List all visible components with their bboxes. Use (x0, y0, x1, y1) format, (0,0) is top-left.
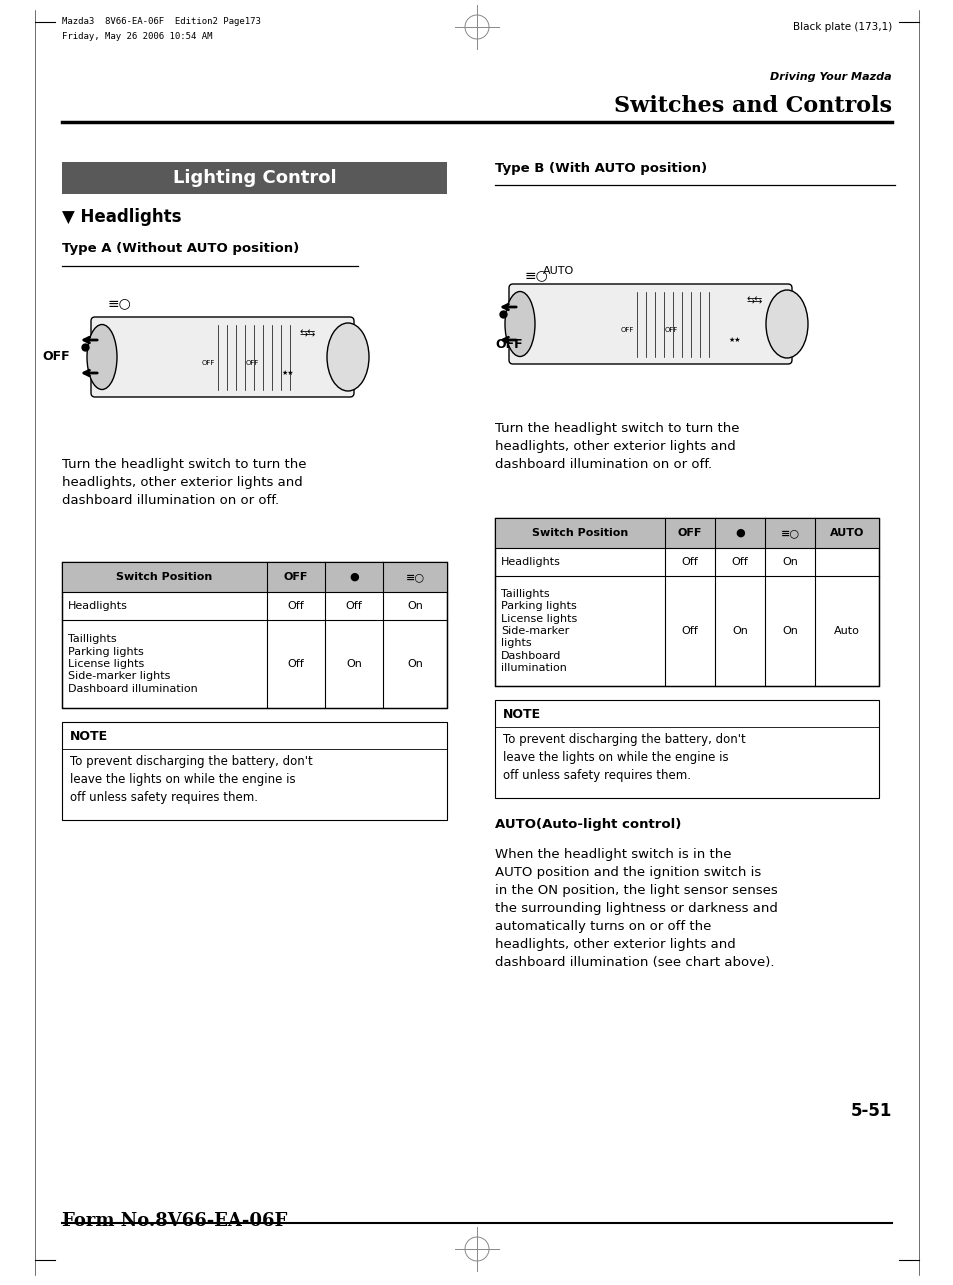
Text: On: On (407, 601, 422, 610)
Text: ≡○: ≡○ (108, 296, 132, 310)
Text: On: On (407, 659, 422, 669)
Text: NOTE: NOTE (502, 708, 540, 721)
Text: Lighting Control: Lighting Control (172, 170, 336, 188)
Text: Friday, May 26 2006 10:54 AM: Friday, May 26 2006 10:54 AM (62, 32, 213, 41)
Text: Off: Off (680, 556, 698, 567)
Text: Taillights
Parking lights
License lights
Side-marker
lights
Dashboard
illuminati: Taillights Parking lights License lights… (500, 589, 577, 673)
Text: On: On (346, 659, 361, 669)
Text: Switch Position: Switch Position (116, 572, 213, 582)
Bar (62, 562, 447, 708)
Text: To prevent discharging the battery, don't
leave the lights on while the engine i: To prevent discharging the battery, don'… (502, 732, 745, 783)
Bar (495, 518, 878, 686)
Text: Off: Off (287, 601, 304, 610)
Text: ≡○: ≡○ (780, 528, 799, 538)
Text: Driving Your Mazda: Driving Your Mazda (770, 72, 891, 82)
Text: OFF: OFF (245, 360, 258, 366)
Bar (62, 562, 447, 592)
Text: Off: Off (287, 659, 304, 669)
Text: Switch Position: Switch Position (532, 528, 627, 538)
Text: On: On (781, 556, 797, 567)
Text: 5-51: 5-51 (850, 1103, 891, 1121)
Text: ★★: ★★ (282, 370, 294, 377)
Text: ▼ Headlights: ▼ Headlights (62, 208, 181, 226)
Text: Taillights
Parking lights
License lights
Side-marker lights
Dashboard illuminati: Taillights Parking lights License lights… (68, 635, 197, 694)
FancyBboxPatch shape (509, 284, 791, 364)
Text: OFF: OFF (619, 326, 633, 333)
Ellipse shape (504, 292, 535, 356)
Ellipse shape (765, 290, 807, 359)
Text: Headlights: Headlights (68, 601, 128, 610)
Text: OFF: OFF (283, 572, 308, 582)
Text: ⇆⇆: ⇆⇆ (299, 328, 315, 338)
Text: OFF: OFF (201, 360, 214, 366)
Text: ★★: ★★ (728, 337, 740, 343)
Text: Type B (With AUTO position): Type B (With AUTO position) (495, 162, 706, 175)
Bar (62, 722, 447, 820)
Bar (62, 162, 447, 194)
Text: ≡○: ≡○ (405, 572, 424, 582)
Bar (495, 700, 878, 798)
Text: Headlights: Headlights (500, 556, 560, 567)
Text: Off: Off (731, 556, 747, 567)
FancyBboxPatch shape (91, 317, 354, 397)
Text: Off: Off (345, 601, 362, 610)
Bar (495, 518, 878, 547)
Text: Mazda3  8V66-EA-06F  Edition2 Page173: Mazda3 8V66-EA-06F Edition2 Page173 (62, 17, 260, 26)
Text: ⇆⇆: ⇆⇆ (746, 296, 762, 305)
Text: ●: ● (349, 572, 358, 582)
Text: Type A (Without AUTO position): Type A (Without AUTO position) (62, 242, 299, 254)
Text: OFF: OFF (677, 528, 701, 538)
Text: ●: ● (735, 528, 744, 538)
Text: Turn the headlight switch to turn the
headlights, other exterior lights and
dash: Turn the headlight switch to turn the he… (62, 457, 306, 508)
Text: Form No.8V66-EA-06F: Form No.8V66-EA-06F (62, 1212, 287, 1230)
Text: ≡○: ≡○ (524, 269, 548, 281)
Text: Auto: Auto (833, 626, 859, 636)
Text: OFF: OFF (663, 326, 677, 333)
Text: Off: Off (680, 626, 698, 636)
Text: On: On (781, 626, 797, 636)
Text: Black plate (173,1): Black plate (173,1) (792, 22, 891, 32)
Text: Turn the headlight switch to turn the
headlights, other exterior lights and
dash: Turn the headlight switch to turn the he… (495, 421, 739, 472)
Text: AUTO: AUTO (542, 266, 574, 276)
Text: OFF: OFF (495, 338, 522, 351)
Ellipse shape (327, 323, 369, 391)
Text: On: On (731, 626, 747, 636)
Text: NOTE: NOTE (70, 730, 108, 743)
Text: AUTO(Auto-light control): AUTO(Auto-light control) (495, 819, 680, 831)
Text: AUTO: AUTO (829, 528, 863, 538)
Text: OFF: OFF (42, 351, 70, 364)
Text: Switches and Controls: Switches and Controls (614, 95, 891, 117)
Text: To prevent discharging the battery, don't
leave the lights on while the engine i: To prevent discharging the battery, don'… (70, 756, 313, 804)
Ellipse shape (87, 325, 117, 389)
Text: When the headlight switch is in the
AUTO position and the ignition switch is
in : When the headlight switch is in the AUTO… (495, 848, 777, 969)
